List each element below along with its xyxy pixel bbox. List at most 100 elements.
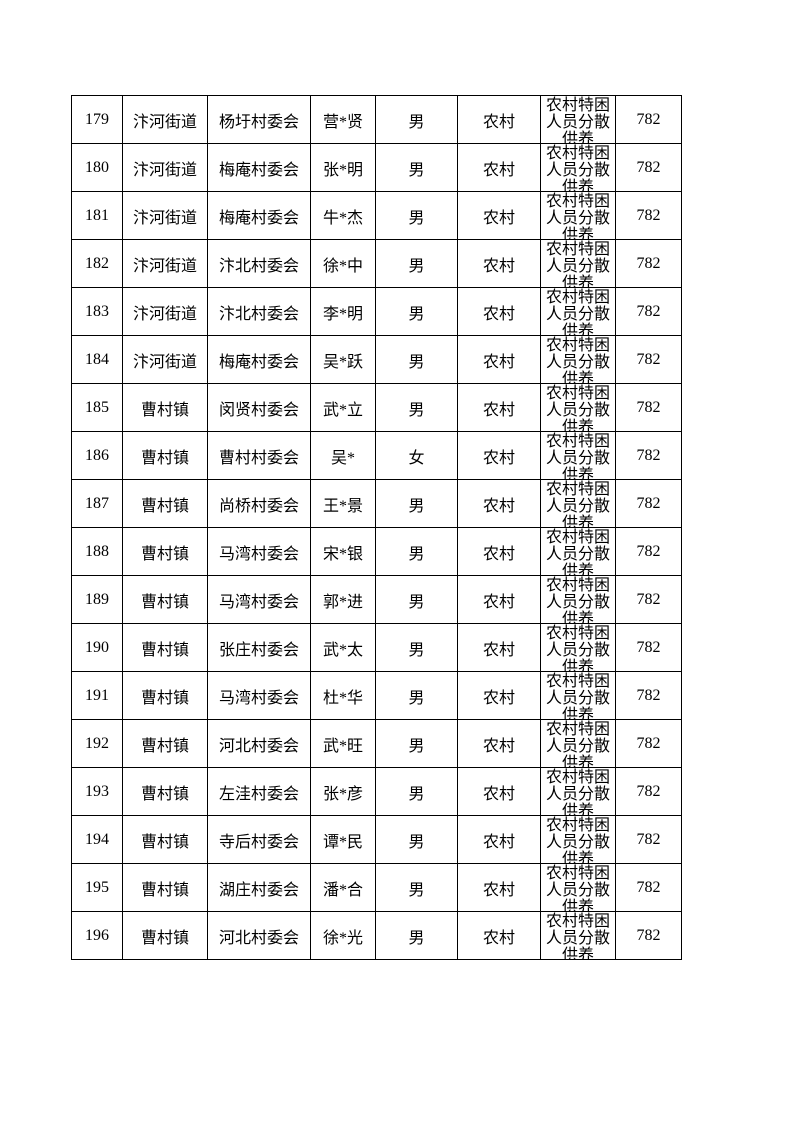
category-text: 农村特困人员分散供养 (545, 865, 610, 911)
records-table: 179 汴河街道 杨圩村委会 营*贤男农村 农村特困人员分散供养 782 180 汴河街道 梅庵… (71, 95, 682, 960)
category-text: 农村特困人员分散供养 (545, 529, 610, 575)
cell-no: 191 (71, 671, 123, 720)
cell-district: 汴河街道 (122, 143, 208, 192)
cell-village: 马湾村委会 (207, 575, 311, 624)
cell-name: 谭*民 (310, 815, 376, 864)
cell-gender: 男 (375, 239, 458, 288)
cell-district: 曹村镇 (122, 623, 208, 672)
cell-amount: 782 (615, 575, 682, 624)
cell-amount: 782 (615, 383, 682, 432)
cell-gender: 男 (375, 383, 458, 432)
cell-gender: 男 (375, 815, 458, 864)
cell-no: 180 (71, 143, 123, 192)
cell-name: 宋*银 (310, 527, 376, 576)
category-text: 农村特困人员分散供养 (545, 673, 610, 719)
cell-gender: 男 (375, 95, 458, 144)
cell-name: 营*贤 (310, 95, 376, 144)
cell-type: 农村 (457, 191, 541, 240)
category-text: 农村特困人员分散供养 (545, 769, 610, 815)
category-text: 农村特困人员分散供养 (545, 817, 610, 863)
cell-name: 武*旺 (310, 719, 376, 768)
cell-amount: 782 (615, 911, 682, 960)
table-row: 179 汴河街道 杨圩村委会 营*贤男农村 农村特困人员分散供养 782 (71, 95, 682, 144)
cell-no: 192 (71, 719, 123, 768)
cell-no: 188 (71, 527, 123, 576)
cell-district: 曹村镇 (122, 383, 208, 432)
cell-name: 徐*光 (310, 911, 376, 960)
cell-category: 农村特困人员分散供养 (540, 143, 616, 192)
cell-gender: 男 (375, 623, 458, 672)
cell-amount: 782 (615, 335, 682, 384)
cell-amount: 782 (615, 671, 682, 720)
cell-name: 武*立 (310, 383, 376, 432)
cell-category: 农村特困人员分散供养 (540, 575, 616, 624)
cell-gender: 男 (375, 479, 458, 528)
cell-name: 潘*合 (310, 863, 376, 912)
cell-amount: 782 (615, 719, 682, 768)
table-row: 195 曹村镇 湖庄村委会 潘*合男农村 农村特困人员分散供养 782 (71, 863, 682, 912)
cell-no: 179 (71, 95, 123, 144)
cell-village: 杨圩村委会 (207, 95, 311, 144)
cell-name: 牛*杰 (310, 191, 376, 240)
cell-district: 汴河街道 (122, 335, 208, 384)
cell-type: 农村 (457, 431, 541, 480)
cell-district: 汴河街道 (122, 239, 208, 288)
category-text: 农村特困人员分散供养 (545, 241, 610, 287)
cell-no: 187 (71, 479, 123, 528)
cell-category: 农村特困人员分散供养 (540, 431, 616, 480)
cell-category: 农村特困人员分散供养 (540, 719, 616, 768)
table-row: 185 曹村镇 闵贤村委会 武*立男农村 农村特困人员分散供养 782 (71, 383, 682, 432)
cell-name: 武*太 (310, 623, 376, 672)
cell-village: 马湾村委会 (207, 527, 311, 576)
cell-type: 农村 (457, 479, 541, 528)
cell-village: 寺后村委会 (207, 815, 311, 864)
table-row: 187 曹村镇 尚桥村委会 王*景男农村 农村特困人员分散供养 782 (71, 479, 682, 528)
cell-type: 农村 (457, 95, 541, 144)
cell-gender: 男 (375, 767, 458, 816)
cell-village: 河北村委会 (207, 911, 311, 960)
table-row: 192 曹村镇 河北村委会 武*旺男农村 农村特困人员分散供养 782 (71, 719, 682, 768)
cell-category: 农村特困人员分散供养 (540, 239, 616, 288)
table-row: 193 曹村镇 左洼村委会 张*彦男农村 农村特困人员分散供养 782 (71, 767, 682, 816)
category-text: 农村特困人员分散供养 (545, 97, 610, 143)
cell-gender: 男 (375, 575, 458, 624)
table-row: 181 汴河街道 梅庵村委会 牛*杰男农村 农村特困人员分散供养 782 (71, 191, 682, 240)
cell-village: 闵贤村委会 (207, 383, 311, 432)
cell-category: 农村特困人员分散供养 (540, 287, 616, 336)
cell-name: 徐*中 (310, 239, 376, 288)
cell-village: 马湾村委会 (207, 671, 311, 720)
cell-amount: 782 (615, 767, 682, 816)
table-row: 191 曹村镇 马湾村委会 杜*华男农村 农村特困人员分散供养 782 (71, 671, 682, 720)
cell-gender: 女 (375, 431, 458, 480)
cell-amount: 782 (615, 95, 682, 144)
table-row: 189 曹村镇 马湾村委会 郭*进男农村 农村特困人员分散供养 782 (71, 575, 682, 624)
cell-no: 183 (71, 287, 123, 336)
cell-category: 农村特困人员分散供养 (540, 623, 616, 672)
table-body: 179 汴河街道 杨圩村委会 营*贤男农村 农村特困人员分散供养 782 180 汴河街道 梅庵… (71, 95, 682, 960)
table-row: 190 曹村镇 张庄村委会 武*太男农村 农村特困人员分散供养 782 (71, 623, 682, 672)
cell-category: 农村特困人员分散供养 (540, 383, 616, 432)
cell-type: 农村 (457, 815, 541, 864)
cell-gender: 男 (375, 671, 458, 720)
cell-amount: 782 (615, 815, 682, 864)
cell-district: 曹村镇 (122, 671, 208, 720)
cell-district: 曹村镇 (122, 815, 208, 864)
cell-amount: 782 (615, 287, 682, 336)
cell-amount: 782 (615, 143, 682, 192)
cell-type: 农村 (457, 287, 541, 336)
cell-type: 农村 (457, 719, 541, 768)
category-text: 农村特困人员分散供养 (545, 337, 610, 383)
cell-amount: 782 (615, 527, 682, 576)
cell-district: 曹村镇 (122, 575, 208, 624)
cell-district: 曹村镇 (122, 767, 208, 816)
cell-village: 汴北村委会 (207, 287, 311, 336)
cell-village: 曹村村委会 (207, 431, 311, 480)
cell-village: 湖庄村委会 (207, 863, 311, 912)
cell-district: 曹村镇 (122, 911, 208, 960)
category-text: 农村特困人员分散供养 (545, 625, 610, 671)
cell-amount: 782 (615, 623, 682, 672)
category-text: 农村特困人员分散供养 (545, 289, 610, 335)
cell-type: 农村 (457, 623, 541, 672)
cell-amount: 782 (615, 431, 682, 480)
